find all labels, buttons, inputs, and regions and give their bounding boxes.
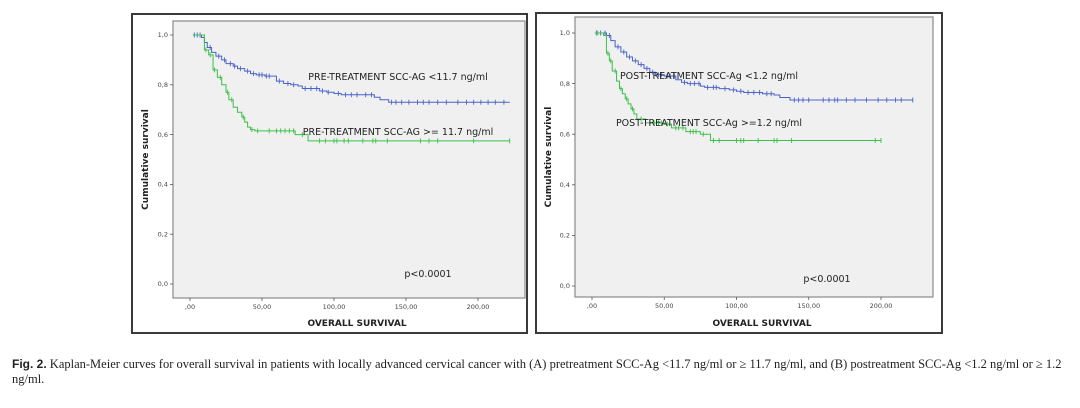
x-tick-label: 50,00: [655, 302, 674, 310]
curve-low-label: POST-TREATMENT SCC-Ag <1.2 ng/ml: [620, 71, 798, 82]
x-tick-label: 200,00: [870, 302, 893, 310]
y-tick-label: 0,2: [560, 232, 570, 240]
caption-text: Kaplan-Meier curves for overall survival…: [12, 357, 1062, 386]
x-tick-label: 50,00: [253, 303, 272, 311]
y-tick-label: 0,6: [158, 131, 168, 139]
curve-low-group: [192, 34, 510, 103]
curve-high-group: [594, 32, 881, 142]
y-tick-label: 1,0: [158, 31, 168, 39]
y-tick-label: 0,0: [158, 280, 168, 288]
y-tick-label: 0,0: [560, 282, 570, 290]
panel-a-pretreatment: 0,0 0,2 0,4 0,6 0,8 1,0 ,00 50,00 100,00 150,00 20…: [131, 13, 528, 334]
plot-area: [574, 16, 934, 298]
figure-caption: Fig. 2. Kaplan-Meier curves for overall …: [12, 357, 1072, 387]
y-axis-title: Cumulative survival: [141, 109, 151, 210]
caption-label: Fig. 2.: [12, 357, 47, 371]
km-chart-a: 0,0 0,2 0,4 0,6 0,8 1,0 ,00 50,00 100,00 150,00 20…: [141, 20, 526, 329]
panel-b-posttreatment: 0,0 0,2 0,4 0,6 0,8 1,0 ,00 50,00 100,00 150,00 20…: [535, 12, 943, 334]
x-axis-title: OVERALL SURVIVAL: [712, 319, 811, 329]
y-tick-label: 0,4: [158, 181, 168, 189]
x-tick-label: 100,00: [725, 302, 748, 310]
plot-area: [172, 20, 526, 299]
curve-low-label: PRE-TREATMENT SCC-AG <11.7 ng/ml: [308, 72, 488, 83]
p-value-annotation: p<0.0001: [404, 269, 451, 280]
curve-high-label: POST-TREATMENT SCC-Ag >=1.2 ng/ml: [616, 118, 802, 129]
x-tick-label: 150,00: [395, 303, 418, 311]
p-value-annotation: p<0.0001: [803, 274, 850, 285]
x-tick-label: ,00: [185, 303, 195, 311]
curve-high-group: [192, 34, 510, 142]
y-tick-label: 1,0: [560, 29, 570, 37]
y-tick-label: 0,2: [158, 230, 168, 238]
km-chart-b: 0,0 0,2 0,4 0,6 0,8 1,0 ,00 50,00 100,00 150,00 20…: [544, 16, 934, 329]
y-tick-label: 0,8: [158, 81, 168, 89]
x-tick-label: 150,00: [797, 302, 820, 310]
y-axis-title: Cumulative survival: [544, 107, 554, 208]
x-axis-title: OVERALL SURVIVAL: [307, 319, 406, 329]
x-tick-label: ,00: [587, 302, 597, 310]
y-tick-label: 0,8: [560, 80, 570, 88]
curve-high-label: PRE-TREATMENT SCC-AG >= 11.7 ng/ml: [303, 127, 493, 138]
y-tick-label: 0,4: [560, 181, 570, 189]
x-tick-label: 100,00: [323, 303, 346, 311]
y-tick-label: 0,6: [560, 130, 570, 138]
x-tick-label: 200,00: [467, 303, 490, 311]
